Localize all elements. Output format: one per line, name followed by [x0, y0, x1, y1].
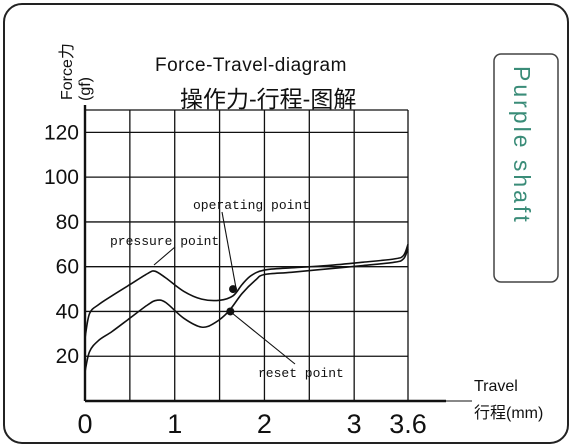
y-tick-label: 80: [56, 211, 79, 234]
chart-subtitle: 操作力-行程-图解: [180, 86, 356, 112]
chart-frame: [3, 3, 569, 444]
x-tick-label: 3: [347, 409, 362, 439]
grid: [85, 109, 409, 401]
x-axis-label-line2: 行程(mm): [474, 404, 543, 422]
operating-point-marker: [229, 285, 238, 294]
y-tick-label: 120: [44, 121, 79, 144]
shaft-label: Purple shaft: [509, 66, 535, 225]
y-tick-label: 20: [56, 345, 79, 368]
x-tick-label: 0: [77, 409, 92, 439]
tick-labels: 20 40 60 80 100 120 0 1 2 3 3.6: [44, 121, 427, 439]
pressure-point-leader: [153, 246, 176, 266]
x-tick-label: 3.6: [389, 409, 427, 439]
axes: [83, 105, 446, 403]
pressure-point-label: pressure point: [110, 234, 219, 249]
reset-point-marker: [226, 307, 235, 316]
reset-point-leader: [231, 312, 296, 365]
curves: [84, 244, 409, 373]
x-tick-label: 2: [257, 409, 272, 439]
series-line-1: [84, 248, 409, 373]
x-axis-label-line1: Travel: [474, 378, 518, 395]
shaft-label-box: [493, 53, 559, 283]
operating-point-label: operating point: [193, 198, 310, 213]
series-line-0: [84, 244, 409, 339]
y-tick-label: 60: [56, 256, 79, 279]
y-tick-label: 40: [56, 300, 79, 323]
y-axis-label-line1: Force力: [58, 43, 76, 100]
x-tick-label: 1: [167, 409, 182, 439]
y-axis-label-line2: (gf): [77, 77, 94, 101]
chart-title: Force-Travel-diagram: [155, 55, 347, 76]
y-tick-label: 100: [44, 166, 79, 189]
reset-point-label: reset point: [258, 366, 344, 381]
operating-point-leader: [221, 211, 237, 289]
